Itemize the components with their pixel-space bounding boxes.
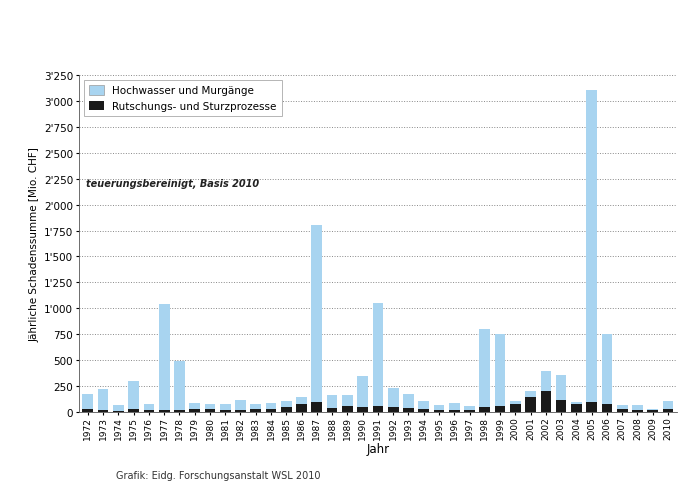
Bar — [510, 401, 521, 412]
Legend: Hochwasser und Murgänge, Rutschungs- und Sturzprozesse: Hochwasser und Murgänge, Rutschungs- und… — [84, 81, 282, 117]
Bar — [388, 388, 399, 412]
Bar — [388, 407, 399, 412]
Bar — [174, 410, 185, 412]
Bar — [327, 395, 337, 412]
Bar — [113, 405, 124, 412]
Y-axis label: Jährliche Schadenssumme [Mio. CHF]: Jährliche Schadenssumme [Mio. CHF] — [29, 147, 40, 341]
Bar — [617, 409, 627, 412]
Bar — [159, 305, 170, 412]
Bar — [495, 335, 505, 412]
Bar — [403, 394, 414, 412]
Text: teuerungsbereinigt, Basis 2010: teuerungsbereinigt, Basis 2010 — [86, 178, 259, 188]
Bar — [98, 389, 109, 412]
Bar — [434, 405, 445, 412]
Bar — [632, 410, 643, 412]
Bar — [296, 404, 307, 412]
Bar — [449, 410, 460, 412]
Bar — [205, 404, 215, 412]
Bar — [556, 375, 566, 412]
Bar — [265, 403, 276, 412]
Bar — [373, 304, 383, 412]
Bar — [632, 405, 643, 412]
Bar — [556, 400, 566, 412]
Bar — [663, 401, 673, 412]
Bar — [373, 406, 383, 412]
Bar — [434, 410, 445, 412]
Bar — [189, 403, 200, 412]
Bar — [342, 406, 353, 412]
Bar — [159, 410, 170, 412]
Bar — [129, 381, 139, 412]
Bar — [525, 397, 536, 412]
Text: Verlauf der jährlichen Schadenssummen 1972 bis 2010: Verlauf der jährlichen Schadenssummen 19… — [5, 48, 333, 61]
Bar — [342, 395, 353, 412]
Bar — [296, 397, 307, 412]
Bar — [540, 392, 551, 412]
Bar — [83, 394, 93, 412]
Bar — [586, 402, 597, 412]
Bar — [357, 407, 368, 412]
Bar — [83, 409, 93, 412]
Bar — [129, 409, 139, 412]
Bar — [281, 407, 291, 412]
Bar — [265, 409, 276, 412]
Bar — [540, 371, 551, 412]
X-axis label: Jahr: Jahr — [367, 442, 389, 455]
Text: Schweiz: Unwetterereignisse: Schweiz: Unwetterereignisse — [5, 14, 209, 26]
Bar — [419, 409, 429, 412]
Bar — [174, 362, 185, 412]
Bar — [357, 376, 368, 412]
Bar — [602, 335, 612, 412]
Bar — [617, 406, 627, 412]
Bar — [311, 402, 322, 412]
Bar — [113, 411, 124, 412]
Bar — [327, 408, 337, 412]
Bar — [205, 409, 215, 412]
Bar — [98, 410, 109, 412]
Bar — [571, 404, 581, 412]
Bar — [189, 409, 200, 412]
Bar — [403, 408, 414, 412]
Bar — [144, 410, 154, 412]
Bar — [647, 409, 658, 412]
Bar — [663, 409, 673, 412]
Bar — [464, 406, 475, 412]
Bar — [250, 404, 261, 412]
Bar — [571, 402, 581, 412]
Bar — [419, 401, 429, 412]
Bar — [220, 404, 231, 412]
Bar — [144, 404, 154, 412]
Bar — [281, 401, 291, 412]
Bar — [479, 407, 490, 412]
Bar — [250, 409, 261, 412]
Bar — [311, 226, 322, 412]
Bar — [235, 410, 246, 412]
Bar — [449, 403, 460, 412]
Bar — [647, 410, 658, 412]
Bar — [464, 410, 475, 412]
Bar — [495, 406, 505, 412]
Bar — [479, 329, 490, 412]
Bar — [586, 91, 597, 412]
Bar — [220, 410, 231, 412]
Text: Grafik: Eidg. Forschungsanstalt WSL 2010: Grafik: Eidg. Forschungsanstalt WSL 2010 — [116, 469, 321, 480]
Bar — [510, 404, 521, 412]
Bar — [235, 400, 246, 412]
Bar — [602, 404, 612, 412]
Bar — [525, 392, 536, 412]
